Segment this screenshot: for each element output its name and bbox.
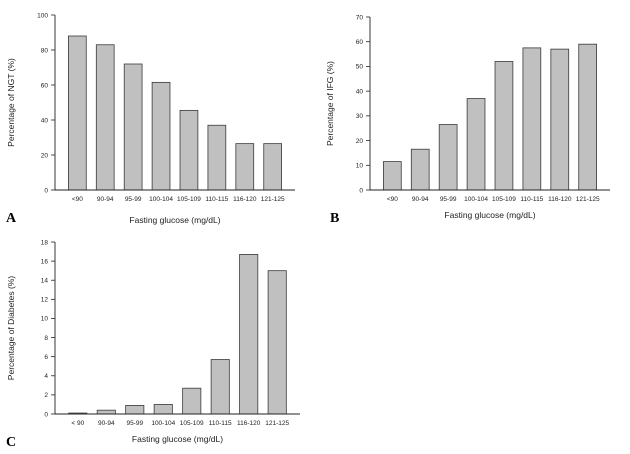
y-tick-label: 100 [37, 12, 48, 19]
y-tick-label: 60 [41, 82, 49, 89]
x-tick-label: 105-109 [180, 420, 204, 427]
y-tick-label: 30 [356, 113, 364, 120]
x-tick-label: 100-104 [151, 420, 175, 427]
bar-100-104 [466, 98, 486, 191]
bar-90 [382, 161, 402, 191]
x-tick-label: 110-115 [520, 196, 543, 203]
bar-95-99 [125, 404, 145, 415]
bar-110-115 [207, 124, 227, 191]
x-axis-title: Fasting glucose (mg/dL) [132, 434, 223, 444]
x-tick-label: < 90 [71, 420, 84, 427]
x-tick-label: 90-94 [97, 196, 114, 203]
y-tick-label: 2 [44, 392, 48, 399]
x-tick-label: 105-109 [177, 196, 201, 203]
bar-116-120 [550, 48, 570, 191]
bar-95-99 [438, 124, 458, 191]
y-tick-label: 8 [44, 335, 48, 342]
x-tick-label: <90 [72, 196, 83, 203]
x-tick-label: 116-120 [233, 196, 257, 203]
bar-100-104 [153, 404, 173, 415]
bar-105-109 [179, 109, 199, 191]
x-axis-title: Fasting glucose (mg/dL) [444, 210, 535, 220]
panel-letter-c: C [6, 435, 16, 450]
x-tick-label: 100-104 [149, 196, 173, 203]
y-tick-label: 10 [41, 316, 49, 323]
bar-121-125 [267, 270, 287, 415]
y-tick-label: 10 [356, 163, 364, 170]
x-tick-label: 90-94 [98, 420, 115, 427]
x-tick-label: <90 [387, 196, 398, 203]
x-axis-title: Fasting glucose (mg/dL) [129, 215, 220, 225]
x-tick-label: 95-99 [125, 196, 142, 203]
y-tick-label: 20 [356, 138, 364, 145]
bar-105-109 [494, 61, 514, 191]
x-tick-label: 116-120 [237, 420, 261, 427]
bar-90-94 [410, 148, 430, 191]
y-tick-label: 16 [41, 258, 49, 265]
y-tick-label: 18 [41, 239, 49, 246]
panel-b: 0 10 20 30 40 50 60 70 <90 90-94 95-99 100-104 105-1… [325, 14, 610, 226]
bar-110-115 [522, 47, 542, 191]
panel-a: 0 20 40 60 80 100 <90 90-94 95-99 100-104 105-109 1… [6, 12, 295, 226]
y-axis-title: Percentage of Diabetes (%) [6, 276, 16, 381]
bar-116-120 [235, 143, 255, 191]
bar-116-120 [239, 254, 259, 415]
x-tick-label: 110-115 [205, 196, 228, 203]
y-tick-label: 60 [356, 39, 364, 46]
y-tick-label: 4 [44, 373, 48, 380]
bar-95-99 [123, 63, 143, 191]
y-tick-label: 0 [44, 187, 48, 194]
y-tick-label: 0 [359, 187, 363, 194]
bar-100-104 [151, 81, 171, 191]
y-tick-label: 70 [356, 14, 364, 21]
bar-105-109 [182, 387, 202, 415]
x-tick-label: 105-109 [492, 196, 516, 203]
y-axis-title: Percentage of NGT (%) [6, 58, 16, 147]
bar-90-94 [96, 409, 116, 415]
panel-letter-b: B [330, 211, 339, 226]
x-tick-label: 121-125 [261, 196, 285, 203]
panel-c: 0 2 4 6 8 10 12 14 16 18 < 90 90-94 95-99 100-104 105-… [6, 239, 300, 450]
y-tick-label: 14 [41, 278, 49, 285]
x-tick-label: 121-125 [265, 420, 289, 427]
bar-121-125 [263, 143, 282, 191]
x-tick-label: 100-104 [464, 196, 488, 203]
panel-letter-a: A [6, 211, 17, 226]
x-tick-label: 110-115 [209, 420, 232, 427]
y-tick-label: 80 [41, 47, 49, 54]
bar-121-125 [578, 43, 597, 191]
y-tick-label: 40 [356, 88, 364, 95]
y-tick-label: 20 [41, 152, 49, 159]
bar-90 [68, 35, 87, 191]
x-tick-label: 116-120 [548, 196, 572, 203]
x-tick-label: 90-94 [412, 196, 429, 203]
y-tick-label: 40 [41, 117, 49, 124]
bar-90-94 [95, 44, 115, 191]
y-tick-label: 6 [44, 354, 48, 361]
y-tick-label: 50 [356, 64, 364, 71]
x-tick-label: 95-99 [126, 420, 143, 427]
x-tick-label: 95-99 [440, 196, 457, 203]
y-axis-title: Percentage of IFG (%) [325, 61, 335, 146]
bar-110-115 [210, 359, 230, 415]
y-tick-label: 12 [41, 297, 49, 304]
y-tick-label: 0 [44, 411, 48, 418]
x-tick-label: 121-125 [576, 196, 600, 203]
